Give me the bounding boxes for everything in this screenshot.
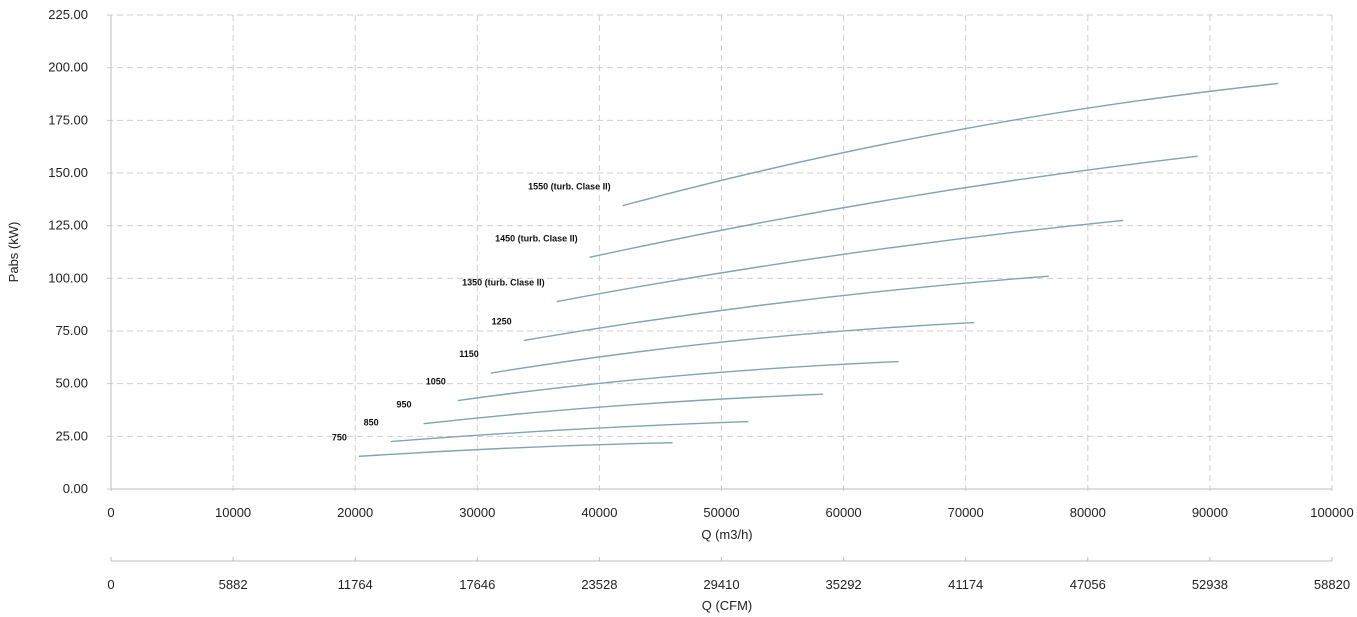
curve-speed-1150 bbox=[490, 321, 975, 374]
secondary-x-tick-label: 0 bbox=[107, 577, 114, 592]
curve-speed-1550 bbox=[622, 82, 1279, 207]
x-tick-label: 50000 bbox=[703, 505, 739, 520]
y-tick-label: 25.00 bbox=[55, 428, 88, 443]
x-axis-title: Q (m3/h) bbox=[701, 527, 752, 542]
performance-curves bbox=[358, 82, 1279, 458]
curve-labels: 750 850 950 1050 1150 1250 1350 (turb. Clase I… bbox=[332, 182, 611, 443]
grid bbox=[107, 14, 1333, 493]
secondary-x-tick-label: 23528 bbox=[581, 577, 617, 592]
secondary-x-tick-label: 17646 bbox=[459, 577, 495, 592]
x-tick-label: 10000 bbox=[215, 505, 251, 520]
x-tick-label: 80000 bbox=[1070, 505, 1106, 520]
curve-label: 1550 (turb. Clase II) bbox=[528, 182, 611, 192]
curve-label: 950 bbox=[397, 400, 412, 410]
y-tick-label: 75.00 bbox=[55, 323, 88, 338]
secondary-x-tick-label: 35292 bbox=[826, 577, 862, 592]
x-tick-label: 20000 bbox=[337, 505, 373, 520]
curve-label: 1250 bbox=[492, 316, 512, 326]
y-axis-title: Pabs (kW) bbox=[6, 222, 21, 283]
secondary-x-axis-title: Q (CFM) bbox=[702, 598, 753, 613]
curve-label: 1150 bbox=[459, 349, 479, 359]
secondary-x-tick-label: 11764 bbox=[338, 577, 373, 592]
x-tick-label: 100000 bbox=[1310, 505, 1353, 520]
y-tick-label: 100.00 bbox=[48, 270, 88, 285]
y-tick-label: 150.00 bbox=[48, 165, 88, 180]
curve-speed-1050 bbox=[457, 360, 899, 402]
x-tick-label: 0 bbox=[107, 505, 114, 520]
y-tick-label: 200.00 bbox=[48, 60, 88, 75]
curve-label: 750 bbox=[332, 432, 347, 442]
secondary-x-tick-label: 52938 bbox=[1192, 577, 1228, 592]
x-tick-label: 70000 bbox=[948, 505, 984, 520]
curve-speed-950 bbox=[423, 393, 823, 425]
curve-label: 1350 (turb. Clase II) bbox=[462, 278, 545, 288]
curve-speed-1450 bbox=[589, 155, 1198, 258]
y-tick-label: 50.00 bbox=[55, 376, 88, 391]
y-tick-label: 175.00 bbox=[48, 112, 88, 127]
secondary-x-tick-label: 58820 bbox=[1314, 577, 1350, 592]
y-tick-label: 0.00 bbox=[63, 481, 88, 496]
axes: 0.00 25.00 50.00 75.00 100.00 125.00 150.00 175… bbox=[48, 7, 1353, 592]
curve-label: 1050 bbox=[426, 377, 446, 387]
y-tick-label: 225.00 bbox=[48, 7, 88, 22]
curve-label: 1450 (turb. Clase II) bbox=[495, 233, 578, 243]
curve-speed-1350 bbox=[556, 219, 1124, 303]
curve-speed-850 bbox=[390, 420, 749, 443]
secondary-x-tick-label: 41174 bbox=[948, 577, 983, 592]
curve-label: 850 bbox=[364, 418, 379, 428]
x-tick-label: 90000 bbox=[1192, 505, 1228, 520]
curve-speed-750 bbox=[358, 441, 673, 458]
x-tick-label: 60000 bbox=[826, 505, 862, 520]
secondary-x-tick-label: 29410 bbox=[703, 577, 739, 592]
x-tick-label: 30000 bbox=[459, 505, 495, 520]
secondary-x-tick-label: 47056 bbox=[1070, 577, 1106, 592]
y-tick-label: 125.00 bbox=[48, 218, 88, 233]
x-tick-label: 40000 bbox=[581, 505, 617, 520]
secondary-x-tick-label: 5882 bbox=[219, 577, 248, 592]
curve-speed-1250 bbox=[523, 275, 1049, 342]
